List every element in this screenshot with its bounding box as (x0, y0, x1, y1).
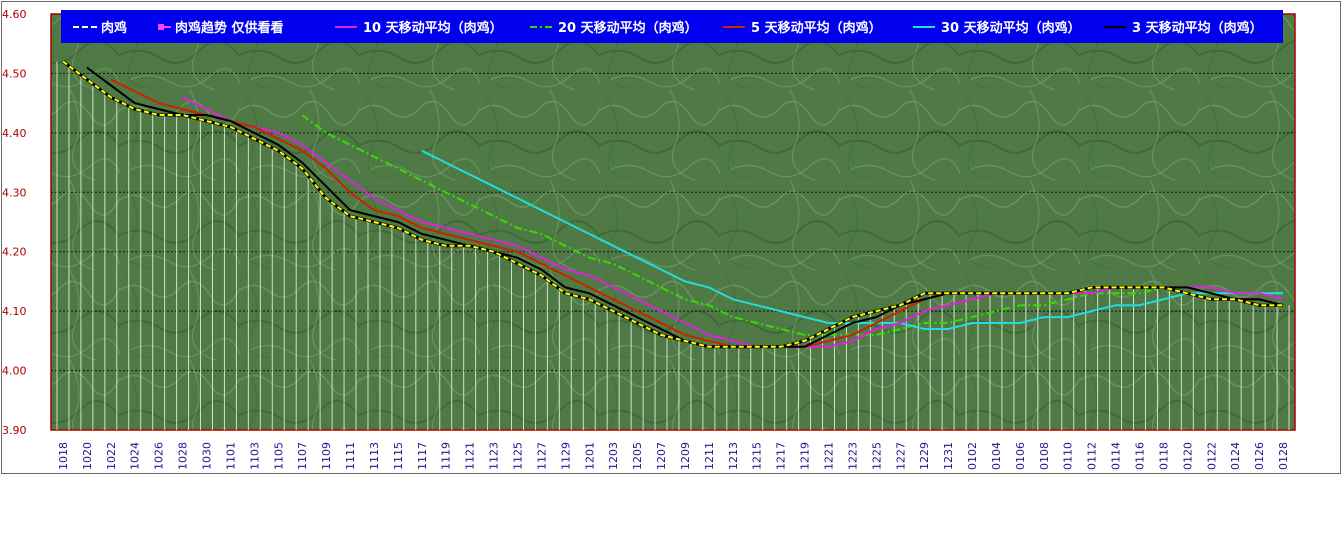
x-tick-label: 1209 (679, 442, 692, 470)
legend-label: 肉鸡 (101, 20, 127, 36)
legend-label: 5 天移动平均（肉鸡） (751, 20, 882, 36)
x-tick-label: 0128 (1277, 442, 1290, 470)
legend-label: 10 天移动平均（肉鸡） (363, 20, 503, 36)
x-tick-label: 1205 (631, 442, 644, 470)
x-tick-label: 1105 (272, 442, 285, 470)
x-tick-label: 1111 (344, 442, 357, 470)
x-tick-label: 1129 (559, 442, 572, 470)
x-tick-label: 1201 (583, 442, 596, 470)
x-tick-label: 1121 (464, 442, 477, 470)
x-tick-label: 1219 (799, 442, 812, 470)
drop-lines (56, 61, 1290, 430)
x-tick-label: 1221 (823, 442, 836, 470)
y-tick-label: 4.50 (2, 67, 27, 80)
x-tick-label: 1028 (177, 442, 190, 470)
x-tick-label: 1217 (775, 442, 788, 470)
legend-item: 3 天移动平均（肉鸡） (1104, 20, 1263, 36)
x-tick-label: 0114 (1110, 442, 1123, 470)
x-tick-label: 0110 (1062, 442, 1075, 470)
series-line (301, 114, 1283, 336)
series-line (182, 96, 1284, 348)
x-tick-label: 1018 (57, 442, 70, 470)
x-tick-label: 1207 (655, 442, 668, 470)
legend-marker (158, 24, 164, 30)
x-tick-label: 0124 (1229, 442, 1242, 470)
x-tick-label: 1123 (488, 442, 501, 470)
x-tick-label: 1117 (416, 442, 429, 470)
x-tick-label: 1101 (224, 442, 237, 470)
y-axis: 4.60 4.50 4.40 4.30 4.20 4.10 4.00 3.90 (2, 8, 27, 437)
x-tick-label: 0108 (1038, 442, 1051, 470)
gridlines (51, 72, 1295, 372)
x-tick-label: 1022 (105, 442, 118, 470)
x-tick-label: 0122 (1205, 442, 1218, 470)
x-tick-label: 0102 (966, 442, 979, 470)
series-line (62, 60, 1283, 348)
x-tick-label: 0118 (1157, 442, 1170, 470)
legend-item: 5 天移动平均（肉鸡） (723, 20, 882, 36)
legend-item: 10 天移动平均（肉鸡） (335, 20, 503, 36)
x-tick-label: 0104 (990, 442, 1003, 470)
x-tick-label: 1115 (392, 442, 405, 470)
x-tick-label: 1125 (512, 442, 525, 470)
legend-item: 肉鸡趋势 仅供看看 (158, 20, 284, 36)
legend-label: 3 天移动平均（肉鸡） (1132, 20, 1263, 36)
x-tick-label: 1227 (894, 442, 907, 470)
series-lines (62, 60, 1284, 349)
x-tick-label: 1103 (248, 442, 261, 470)
x-tick-label: 0106 (1014, 442, 1027, 470)
x-tick-label: 1203 (607, 442, 620, 470)
legend-item: 20 天移动平均（肉鸡） (530, 20, 698, 36)
legend-label: 肉鸡趋势 仅供看看 (175, 20, 284, 36)
legend-label: 20 天移动平均（肉鸡） (558, 20, 698, 36)
x-axis: 1018 1020 1022 1024 1026 1028 1030 1101 1103 1105… (57, 442, 1290, 470)
x-tick-label: 1107 (296, 442, 309, 470)
x-tick-label: 1109 (320, 442, 333, 470)
legend: 肉鸡 肉鸡趋势 仅供看看 10 天移动平均（肉鸡） 20 天移动平均（肉鸡） 5 天移动… (73, 20, 1263, 36)
x-tick-label: 1215 (751, 442, 764, 470)
y-tick-label: 4.30 (2, 186, 27, 199)
y-tick-label: 4.60 (2, 8, 27, 21)
legend-label: 30 天移动平均（肉鸡） (941, 20, 1081, 36)
plot-area (50, 13, 1296, 431)
x-tick-label: 1231 (942, 442, 955, 470)
x-tick-label: 1127 (535, 442, 548, 470)
x-tick-label: 0112 (1086, 442, 1099, 470)
x-tick-label: 1030 (201, 442, 214, 470)
x-tick-label: 1229 (918, 442, 931, 470)
x-tick-label: 1225 (870, 442, 883, 470)
y-tick-label: 4.20 (2, 246, 27, 259)
x-tick-label: 1024 (129, 442, 142, 470)
x-tick-label: 1020 (81, 442, 94, 470)
y-tick-label: 4.40 (2, 127, 27, 140)
legend-item: 30 天移动平均（肉鸡） (913, 20, 1081, 36)
x-tick-label: 1026 (153, 442, 166, 470)
y-tick-label: 4.10 (2, 305, 27, 318)
legend-box (61, 10, 1283, 43)
x-tick-label: 0120 (1181, 442, 1194, 470)
x-tick-label: 1223 (846, 442, 859, 470)
x-tick-label: 0126 (1253, 442, 1266, 470)
x-tick-label: 1113 (368, 442, 381, 470)
x-tick-label: 1213 (727, 442, 740, 470)
x-tick-label: 0116 (1134, 442, 1147, 470)
x-tick-label: 1119 (440, 442, 453, 470)
x-tick-label: 1211 (703, 442, 716, 470)
y-tick-label: 4.00 (2, 365, 27, 378)
y-tick-label: 3.90 (2, 424, 27, 437)
legend-item: 肉鸡 (73, 20, 127, 36)
